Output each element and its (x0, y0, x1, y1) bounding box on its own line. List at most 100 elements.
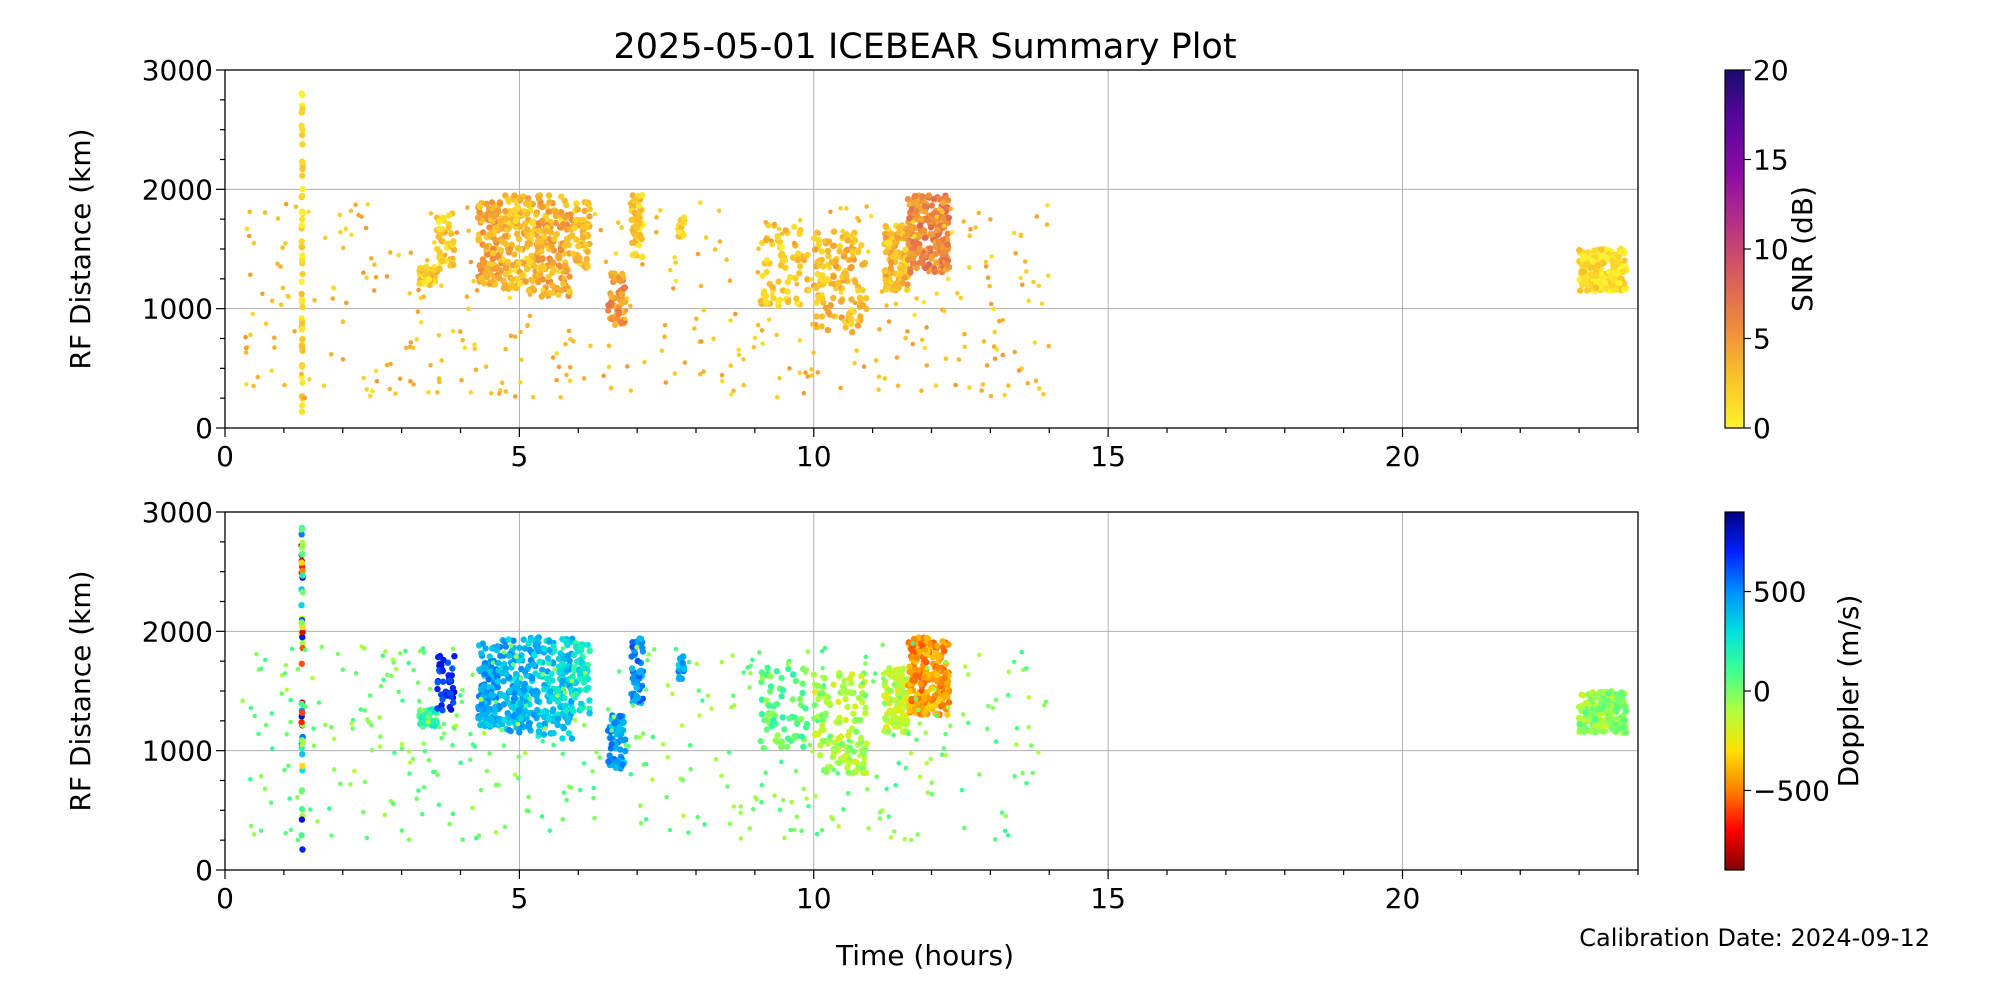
data-point (923, 216, 931, 224)
data-point (985, 275, 991, 281)
data-point (248, 823, 254, 829)
data-point (763, 257, 770, 264)
data-point (560, 724, 567, 732)
data-point (801, 256, 808, 264)
data-point (484, 273, 491, 281)
data-point (758, 679, 765, 686)
data-point (534, 697, 541, 705)
data-point (824, 276, 831, 283)
data-point (454, 230, 460, 235)
data-point (1620, 703, 1628, 710)
data-point (991, 306, 997, 312)
data-point (640, 262, 645, 267)
data-point (816, 752, 824, 759)
data-point (348, 208, 354, 214)
data-point (408, 250, 414, 256)
data-point (521, 668, 529, 675)
data-point (1576, 246, 1583, 254)
data-point (1020, 282, 1025, 288)
data-point (933, 671, 941, 679)
data-point (922, 264, 929, 272)
data-point (411, 667, 416, 673)
data-point (654, 230, 659, 235)
data-point (505, 636, 512, 643)
data-point (521, 687, 528, 694)
data-point (298, 122, 305, 129)
data-point (534, 706, 541, 714)
data-point (607, 734, 615, 742)
data-point (563, 267, 570, 274)
data-point (566, 657, 573, 664)
data-point (638, 820, 644, 826)
data-point (791, 223, 798, 231)
data-point (269, 368, 274, 374)
data-point (908, 751, 914, 756)
data-point (810, 671, 818, 678)
data-point (773, 668, 780, 675)
data-point (464, 294, 470, 299)
data-point (939, 638, 946, 645)
data-point (560, 686, 566, 691)
data-point (741, 670, 746, 675)
data-point (1041, 703, 1047, 708)
data-point (391, 660, 397, 665)
data-point (476, 203, 483, 211)
data-point (586, 213, 593, 220)
data-point (820, 767, 828, 774)
data-point (842, 695, 849, 703)
data-point (895, 229, 902, 236)
data-point (419, 719, 426, 727)
data-point (1036, 283, 1042, 289)
data-point (789, 254, 797, 261)
colorbar-tick-label: −500 (1753, 774, 1830, 807)
data-point (821, 238, 827, 244)
data-point (608, 385, 614, 391)
data-point (321, 383, 327, 389)
data-point (243, 334, 248, 340)
data-point (624, 296, 630, 301)
data-point (581, 722, 587, 728)
data-point (662, 322, 668, 328)
data-point (415, 309, 421, 315)
data-point (471, 278, 477, 284)
data-point (819, 674, 825, 680)
data-point (497, 247, 505, 254)
data-point (899, 711, 906, 719)
data-point (694, 316, 699, 322)
data-point (470, 805, 475, 811)
data-point (910, 251, 917, 258)
data-point (921, 300, 927, 305)
data-point (445, 224, 452, 231)
data-point (1024, 269, 1029, 274)
data-point (434, 679, 441, 686)
data-point (556, 269, 561, 275)
data-point (256, 667, 262, 672)
data-point (895, 706, 902, 713)
data-point (424, 270, 431, 278)
data-point (299, 131, 306, 139)
data-point (1614, 725, 1622, 732)
data-point (854, 322, 862, 329)
data-point (476, 262, 483, 270)
data-point (665, 754, 670, 760)
data-point (563, 341, 568, 347)
data-point (526, 794, 531, 800)
data-point (516, 775, 521, 781)
data-point (558, 193, 565, 200)
data-point (298, 602, 305, 609)
data-point (466, 306, 471, 312)
data-point (460, 837, 466, 842)
data-point (1577, 287, 1584, 294)
data-point (279, 691, 285, 696)
data-point (367, 393, 373, 399)
data-point (819, 295, 826, 302)
data-point (793, 295, 800, 302)
data-point (827, 733, 832, 739)
data-point (1592, 722, 1599, 729)
data-point (487, 217, 493, 223)
data-point (478, 787, 484, 793)
data-point (605, 301, 612, 309)
data-point (506, 208, 514, 215)
data-point (1616, 280, 1623, 287)
data-point (763, 220, 769, 225)
